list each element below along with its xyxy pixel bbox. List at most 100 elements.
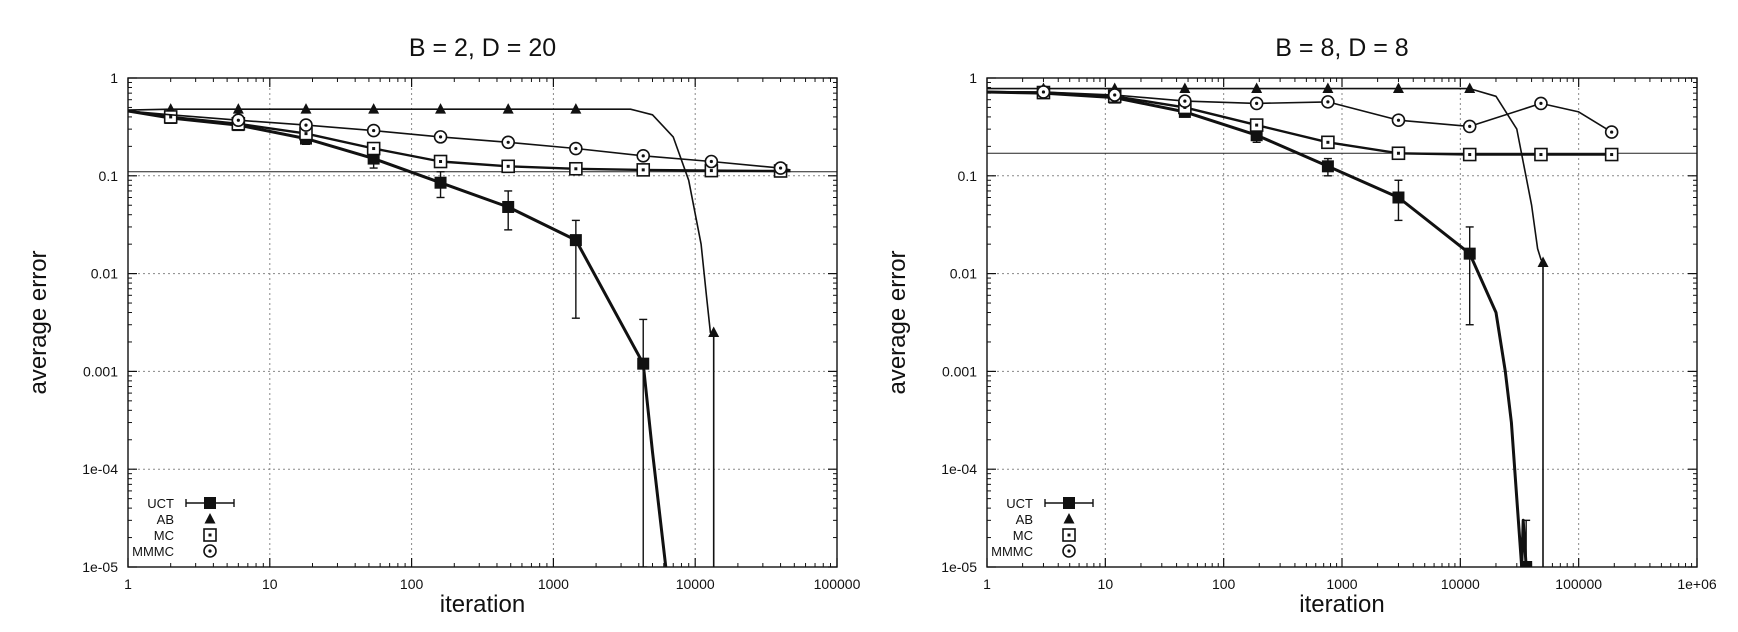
chart2-series-uct-line	[987, 90, 1529, 567]
chart1-x-tick-label: 10000	[676, 576, 715, 592]
chart1-x-tick-label: 100	[400, 576, 424, 592]
chart2-series-mc-point-dot	[1539, 153, 1543, 157]
chart2-legend-mmmc-marker-dot	[1067, 549, 1071, 553]
chart1-series-uct-point	[434, 176, 447, 189]
chart1-legend-ab-marker-group	[204, 513, 216, 524]
chart1-series-ab-point	[708, 326, 720, 337]
chart2-series-mmmc-point-dot	[1183, 99, 1187, 103]
chart1-series-mc-point-dot	[709, 169, 713, 173]
chart1-series-ab-point	[232, 103, 244, 114]
chart1-series-mmmc-point-dot	[709, 159, 713, 164]
chart1-series-mc-line	[128, 109, 791, 173]
chart2-series-mc-point-dot	[1326, 140, 1330, 144]
chart1-y-axis-label: average error	[25, 250, 52, 394]
chart2-title: B = 8, D = 8	[1275, 34, 1408, 62]
chart1-legend-uct-label: UCT	[147, 496, 174, 511]
chart2-series-mmmc-point-dot	[1610, 130, 1614, 134]
chart1-series-mmmc-line	[128, 110, 791, 171]
chart2-x-tick-label: 10000	[1441, 576, 1480, 592]
chart2-legend-mmmc-label: MMMC	[991, 544, 1033, 559]
chart1-series-ab-point	[502, 103, 514, 114]
chart1-series-mc-point-dot	[304, 132, 308, 136]
chart1-series-ab-point	[435, 103, 447, 114]
chart2-series-uct-point	[1321, 160, 1334, 173]
chart2-series-mc-line	[987, 90, 1612, 156]
chart2-legend-ab-label: AB	[1016, 512, 1033, 527]
chart2-series-mc-point-dot	[1610, 153, 1614, 157]
chart1-series-ab-point	[368, 103, 380, 114]
chart2-series-mmmc-point-dot	[1326, 100, 1330, 104]
chart2-series-ab-line	[987, 87, 1544, 567]
chart1-series-mmmc-point-dot	[641, 154, 645, 158]
chart1-legend-mmmc-marker-group	[203, 544, 217, 558]
chart1-y-tick-label: 1	[110, 70, 118, 86]
chart2-series-uct-point	[1392, 191, 1405, 204]
chart1-series-ab-point	[570, 103, 582, 114]
chart2-series-ab-point	[1537, 256, 1549, 267]
chart2-y-tick-label: 1	[969, 70, 977, 86]
chart2-series-ab-point	[1251, 82, 1263, 94]
chart2-series-mmmc-point-dot	[1255, 101, 1259, 105]
chart2-legend-mc-marker-group	[1062, 528, 1076, 542]
chart1-legend-ab-label: AB	[157, 512, 174, 527]
chart2-series-ab-point	[1179, 82, 1191, 94]
chart1-y-tick-label: 0.01	[91, 266, 118, 282]
chart1-series-mc-point-dot	[641, 168, 645, 172]
chart1-series-uct-point	[502, 200, 515, 213]
chart2-series-mc-point-dot	[1396, 151, 1400, 155]
chart2-series-mc-point-dot	[1255, 123, 1259, 127]
chart1-legend-mc-label: MC	[154, 528, 174, 543]
chart1-legend-uct-marker-group	[204, 497, 216, 509]
chart1-title: B = 2, D = 20	[409, 34, 556, 62]
chart2-series-mmmc-point-dot	[1539, 101, 1543, 105]
chart1-y-tick-label: 0.1	[99, 168, 119, 184]
chart2-legend-mmmc-marker-group	[1062, 544, 1076, 558]
chart1-plot-area	[128, 103, 791, 567]
chart2-x-tick-label: 100	[1212, 576, 1236, 592]
chart1-series-mc-point-dot	[372, 147, 376, 151]
chart1-series-mmmc-point-dot	[236, 118, 240, 122]
chart1-series-mmmc-point-dot	[506, 140, 510, 144]
chart2-series-mmmc-point-dot	[1113, 93, 1117, 97]
chart1-legend-ab-marker	[204, 513, 216, 524]
chart2-series-uct-point	[1463, 247, 1476, 260]
chart1-series-mc-point-dot	[439, 160, 443, 164]
chart2-y-axis-label: average error	[884, 250, 911, 394]
chart1-series-uct-point	[367, 152, 380, 165]
chart1-series-ab-point	[300, 103, 312, 114]
chart2-legend-uct-marker	[1063, 497, 1075, 509]
chart1-series-mmmc-point-dot	[574, 146, 578, 151]
chart1-x-tick-label: 1000	[538, 576, 569, 592]
chart1-series-mmmc-point-dot	[438, 135, 443, 139]
chart2-series-ab-point	[1464, 82, 1476, 94]
chart1-series-mmmc-point-dot	[304, 123, 308, 127]
chart1-x-tick-label: 10	[262, 576, 278, 592]
chart1-plot-frame	[127, 77, 838, 568]
chart2-series-mmmc-point-dot	[1041, 90, 1046, 94]
chart1-series-mc-point-dot	[169, 115, 173, 119]
chart1-series-ab-line	[128, 108, 715, 567]
chart1-legend-mc-marker-group	[203, 528, 217, 542]
chart2-series-mmmc-line	[987, 91, 1613, 133]
chart1-series-mmmc-point-dot	[778, 166, 783, 170]
chart2-x-tick-label: 1	[983, 576, 991, 592]
chart1-series-uct-point	[637, 357, 650, 370]
chart2-legend-mc-label: MC	[1013, 528, 1033, 543]
chart2-series-mmmc-point-dot	[1468, 124, 1472, 128]
chart2-series-ab-point	[1322, 82, 1334, 94]
chart2-x-tick-label: 10	[1098, 576, 1114, 592]
chart1-series-uct-point	[569, 234, 582, 247]
chart2-y-tick-label: 0.01	[950, 266, 977, 282]
chart1-y-tick-label: 0.001	[83, 363, 118, 379]
chart2-plot-area	[987, 82, 1619, 567]
chart1-series-mc-point-dot	[574, 167, 578, 171]
chart2-y-tick-label: 1e-05	[941, 559, 977, 575]
chart2-x-tick-label: 1e+06	[1677, 576, 1717, 592]
chart1-x-axis-label: iteration	[440, 591, 525, 618]
chart2-y-tick-label: 0.1	[958, 168, 978, 184]
chart2-y-tick-label: 0.001	[942, 363, 977, 379]
chart1-y-tick-label: 1e-04	[82, 461, 118, 477]
chart1-legend-uct-marker	[204, 497, 216, 509]
chart2-legend-mc-marker-dot	[1067, 533, 1071, 537]
